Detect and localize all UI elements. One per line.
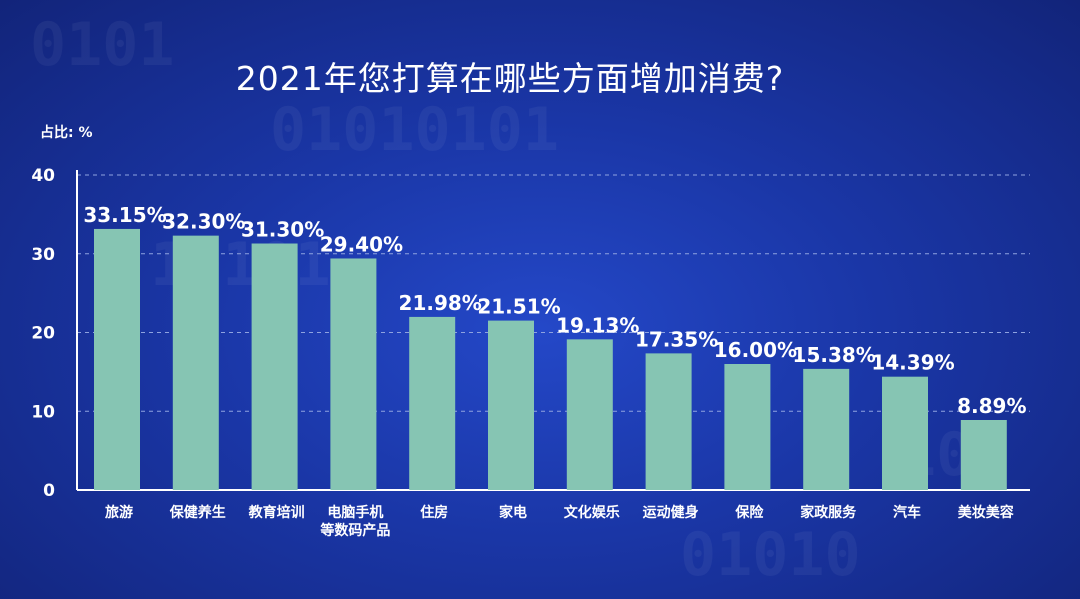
data-label: 21.51%: [477, 295, 560, 319]
bar: [724, 364, 771, 490]
x-tick-label: 汽车: [893, 504, 921, 521]
data-label: 15.38%: [793, 343, 876, 367]
bar: [251, 243, 298, 490]
x-tick-label: 家政服务: [800, 504, 857, 521]
data-label: 14.39%: [871, 351, 954, 375]
bar: [803, 368, 850, 490]
y-tick-label: 10: [31, 402, 55, 422]
y-tick-label: 30: [31, 245, 55, 265]
bar: [882, 376, 928, 490]
x-tick-label: 保健养生: [169, 504, 226, 521]
bar: [330, 258, 377, 490]
data-label: 21.98%: [399, 291, 482, 315]
bar: [172, 235, 219, 490]
bar: [960, 419, 1007, 490]
y-tick-label: 40: [31, 166, 55, 186]
x-tick-label: 运动健身: [643, 504, 699, 521]
data-label: 8.89%: [957, 394, 1026, 418]
data-label: 19.13%: [556, 313, 639, 337]
bar: [488, 320, 534, 490]
bar: [645, 353, 692, 490]
data-label: 33.15%: [83, 203, 166, 227]
x-tick-label: 文化娱乐: [564, 504, 620, 521]
x-tick-label: 保险: [734, 504, 764, 521]
data-label: 17.35%: [635, 327, 718, 351]
bar: [566, 339, 613, 490]
x-tick-label: 住房: [420, 504, 448, 521]
x-tick-label: 旅游: [105, 504, 133, 521]
x-tick-label: 电脑手机: [327, 504, 383, 521]
x-tick-label: 等数码产品: [320, 522, 390, 539]
data-label: 29.40%: [320, 232, 403, 256]
data-label: 16.00%: [714, 338, 797, 362]
x-tick-label: 家电: [499, 504, 527, 521]
data-label: 31.30%: [241, 218, 324, 242]
y-axis-label: 占比: %: [40, 124, 93, 141]
y-tick-label: 20: [31, 324, 55, 344]
bar: [409, 316, 456, 490]
y-tick-label: 0: [43, 481, 55, 501]
data-label: 32.30%: [162, 210, 245, 234]
bar: [94, 228, 140, 490]
x-tick-label: 教育培训: [249, 504, 305, 521]
chart-title: 2021年您打算在哪些方面增加消费?: [235, 59, 785, 98]
x-tick-label: 美妆美容: [958, 504, 1014, 521]
